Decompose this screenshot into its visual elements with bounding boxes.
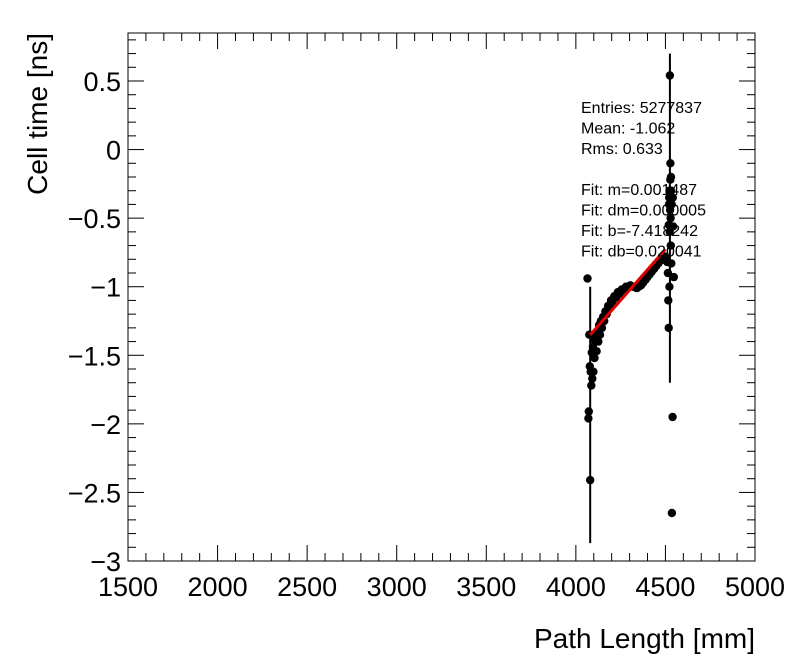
data-point xyxy=(665,71,675,80)
data-point xyxy=(666,172,676,182)
data-point xyxy=(668,222,678,231)
data-point xyxy=(592,347,601,356)
data-point xyxy=(583,274,592,283)
data-point xyxy=(665,282,674,291)
y-tick-label: −0.5 xyxy=(68,204,121,234)
data-point xyxy=(594,337,603,346)
y-tick-label: −1 xyxy=(90,273,121,303)
stats-line: Mean: -1.062 xyxy=(581,121,675,138)
x-tick-label: 2500 xyxy=(277,572,337,602)
x-tick-label: 5000 xyxy=(725,572,785,602)
fit-line xyxy=(589,248,667,336)
y-axis-label: Cell time [ns] xyxy=(22,33,53,195)
plot-frame xyxy=(127,32,756,562)
data-point xyxy=(667,200,676,209)
data-point xyxy=(664,323,673,333)
data-point xyxy=(587,381,596,390)
data-point xyxy=(584,407,593,416)
x-tick-label: 1500 xyxy=(98,572,158,602)
x-axis-label: Path Length [mm] xyxy=(534,623,755,654)
y-tick-label: −1.5 xyxy=(68,341,121,371)
data-point xyxy=(666,241,675,250)
data-point xyxy=(668,412,677,422)
stats-line: Fit: dm=0.000005 xyxy=(581,203,706,220)
data-point xyxy=(667,259,676,268)
stats-line: Entries: 5277837 xyxy=(581,100,702,117)
data-point xyxy=(584,414,593,423)
y-tick-label: 0 xyxy=(106,136,121,166)
y-tick-label: 0.5 xyxy=(83,67,121,97)
stats-line: Fit: db=0.020041 xyxy=(581,244,702,261)
data-point xyxy=(663,268,673,278)
x-tick-label: 4000 xyxy=(546,572,606,602)
data-point xyxy=(666,213,675,223)
y-tick-label: −3 xyxy=(90,547,121,577)
y-tick-label: −2 xyxy=(90,410,121,440)
x-tick-label: 2000 xyxy=(188,572,248,602)
data-point xyxy=(667,186,676,195)
data-point xyxy=(669,272,678,282)
data-point xyxy=(667,508,677,518)
x-tick-label: 3000 xyxy=(367,572,427,602)
x-tick-label: 4500 xyxy=(635,572,695,602)
data-point xyxy=(664,296,673,305)
y-tick-label: −2.5 xyxy=(68,478,121,508)
stats-line: Rms: 0.633 xyxy=(581,141,663,158)
data-point xyxy=(586,475,595,485)
stats-line: Fit: b=-7.418242 xyxy=(581,223,698,240)
x-tick-label: 3500 xyxy=(456,572,516,602)
data-point xyxy=(666,159,675,168)
data-point xyxy=(595,330,605,339)
data-point xyxy=(589,367,598,376)
stats-line: Fit: m=0.001487 xyxy=(581,182,697,199)
data-point xyxy=(590,353,599,363)
data-point xyxy=(668,193,677,202)
data-point xyxy=(588,374,597,383)
